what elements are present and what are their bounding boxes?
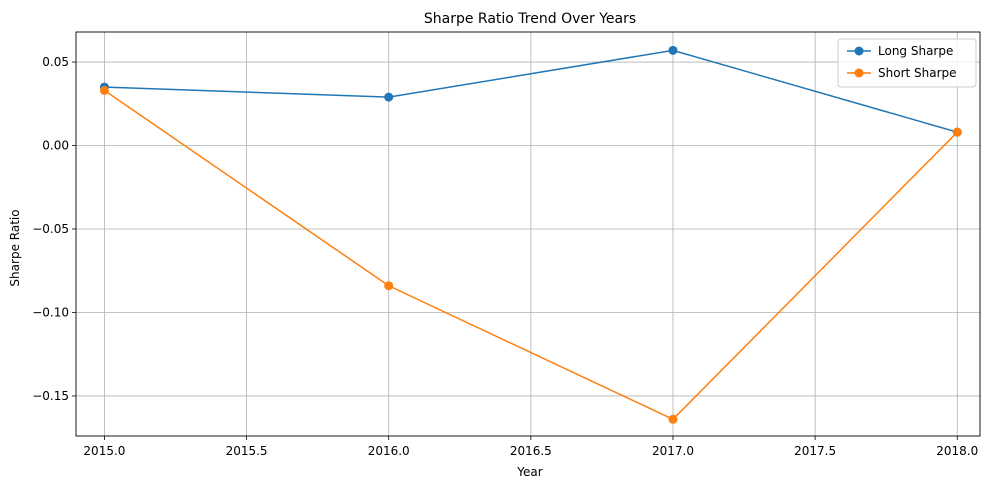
x-tick-label: 2015.0: [83, 444, 125, 458]
series-layer: [99, 45, 962, 424]
legend-marker-long-sharpe: [854, 46, 864, 56]
y-tick-label: 0.00: [42, 139, 69, 153]
x-tick-label: 2016.5: [510, 444, 552, 458]
data-point-short-sharpe: [668, 414, 678, 424]
legend-box: [837, 38, 977, 88]
data-point-short-sharpe: [99, 85, 109, 95]
ticks: 2015.0 2015.5 2016.0 2016.5 2017.0 2017.5 2018…: [32, 55, 978, 458]
x-tick-label: 2015.5: [226, 444, 268, 458]
series-line-long-sharpe: [104, 49, 958, 133]
data-point-long-sharpe: [668, 45, 678, 55]
y-tick-label: −0.05: [32, 222, 69, 236]
x-tick-label: 2016.0: [368, 444, 410, 458]
legend: Long Sharpe Short Sharpe: [837, 38, 977, 88]
plot-frame: [75, 31, 981, 437]
x-tick-label: 2018.0: [936, 444, 978, 458]
data-point-long-sharpe: [384, 92, 394, 102]
x-tick-label: 2017.5: [794, 444, 836, 458]
y-tick-label: −0.15: [32, 389, 69, 403]
legend-label-long-sharpe: Long Sharpe: [878, 44, 953, 58]
y-tick-label: −0.10: [32, 305, 69, 319]
chart-title: Sharpe Ratio Trend Over Years: [424, 11, 636, 27]
y-tick-label: 0.05: [42, 55, 69, 69]
x-axis-label: Year: [516, 465, 542, 479]
x-tick-label: 2017.0: [652, 444, 694, 458]
data-point-short-sharpe: [384, 281, 394, 291]
y-axis-label: Sharpe Ratio: [8, 209, 22, 286]
data-point-short-sharpe: [952, 127, 962, 137]
legend-marker-short-sharpe: [854, 68, 864, 78]
series-line-short-sharpe: [104, 89, 958, 421]
legend-label-short-sharpe: Short Sharpe: [878, 66, 957, 80]
